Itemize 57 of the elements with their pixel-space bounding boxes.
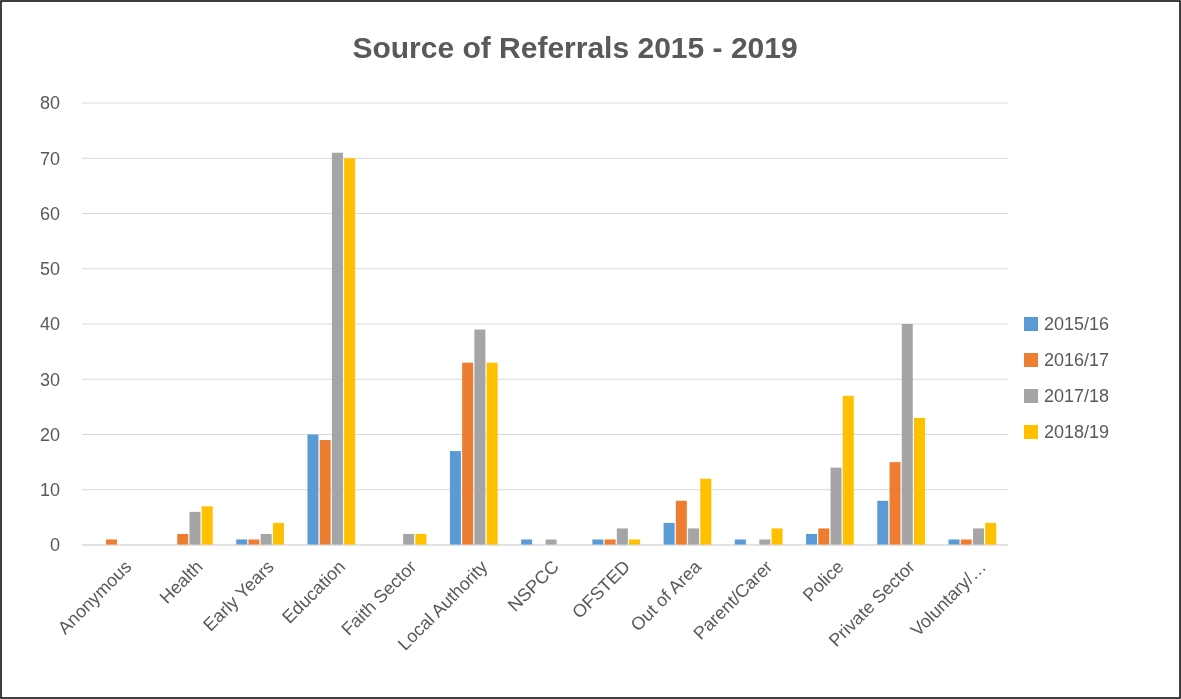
y-tick-label: 80 <box>39 93 60 114</box>
bar <box>201 506 213 545</box>
bar <box>592 539 604 545</box>
legend-label: 2016/17 <box>1044 350 1110 371</box>
y-tick-label: 0 <box>49 535 60 556</box>
bar <box>948 539 960 545</box>
bar <box>307 434 319 545</box>
bar <box>616 528 628 545</box>
bar <box>914 417 926 545</box>
bar <box>344 158 356 545</box>
bar <box>877 500 889 545</box>
bar <box>486 362 498 545</box>
legend-label: 2018/19 <box>1044 422 1110 443</box>
bar <box>449 451 461 545</box>
bar <box>105 539 117 545</box>
bar <box>688 528 700 545</box>
bar <box>700 478 712 545</box>
bar <box>629 539 641 545</box>
bar <box>272 522 284 545</box>
legend-label: 2017/18 <box>1044 386 1110 407</box>
bar <box>415 533 427 545</box>
y-tick-label: 10 <box>39 480 60 501</box>
legend-label: 2015/16 <box>1044 314 1110 335</box>
bar <box>889 462 901 545</box>
bar <box>545 539 557 545</box>
chart-title: Source of Referrals 2015 - 2019 <box>352 31 798 64</box>
bar <box>830 467 842 545</box>
bar <box>248 539 260 545</box>
bar <box>260 533 272 545</box>
y-tick-label: 50 <box>39 259 60 280</box>
bar <box>474 329 486 545</box>
bar <box>189 511 201 545</box>
bar <box>771 528 783 545</box>
y-tick-label: 30 <box>39 369 60 390</box>
bar <box>973 528 985 545</box>
bar <box>663 522 675 545</box>
y-tick-label: 60 <box>39 203 60 224</box>
bar <box>901 324 913 545</box>
y-tick-label: 40 <box>39 314 60 335</box>
y-tick-label: 20 <box>39 424 60 445</box>
bar <box>521 539 533 545</box>
bar <box>842 395 854 545</box>
y-tick-label: 70 <box>39 148 60 169</box>
bar <box>675 500 687 545</box>
bar <box>331 152 343 545</box>
bar <box>319 440 331 545</box>
bar <box>759 539 771 545</box>
bar <box>960 539 972 545</box>
bar <box>236 539 248 545</box>
bar <box>806 533 818 545</box>
bar <box>462 362 474 545</box>
bar <box>985 522 997 545</box>
bar <box>818 528 830 545</box>
bar <box>403 533 415 545</box>
bar <box>177 533 189 545</box>
bar <box>604 539 616 545</box>
bar <box>734 539 746 545</box>
